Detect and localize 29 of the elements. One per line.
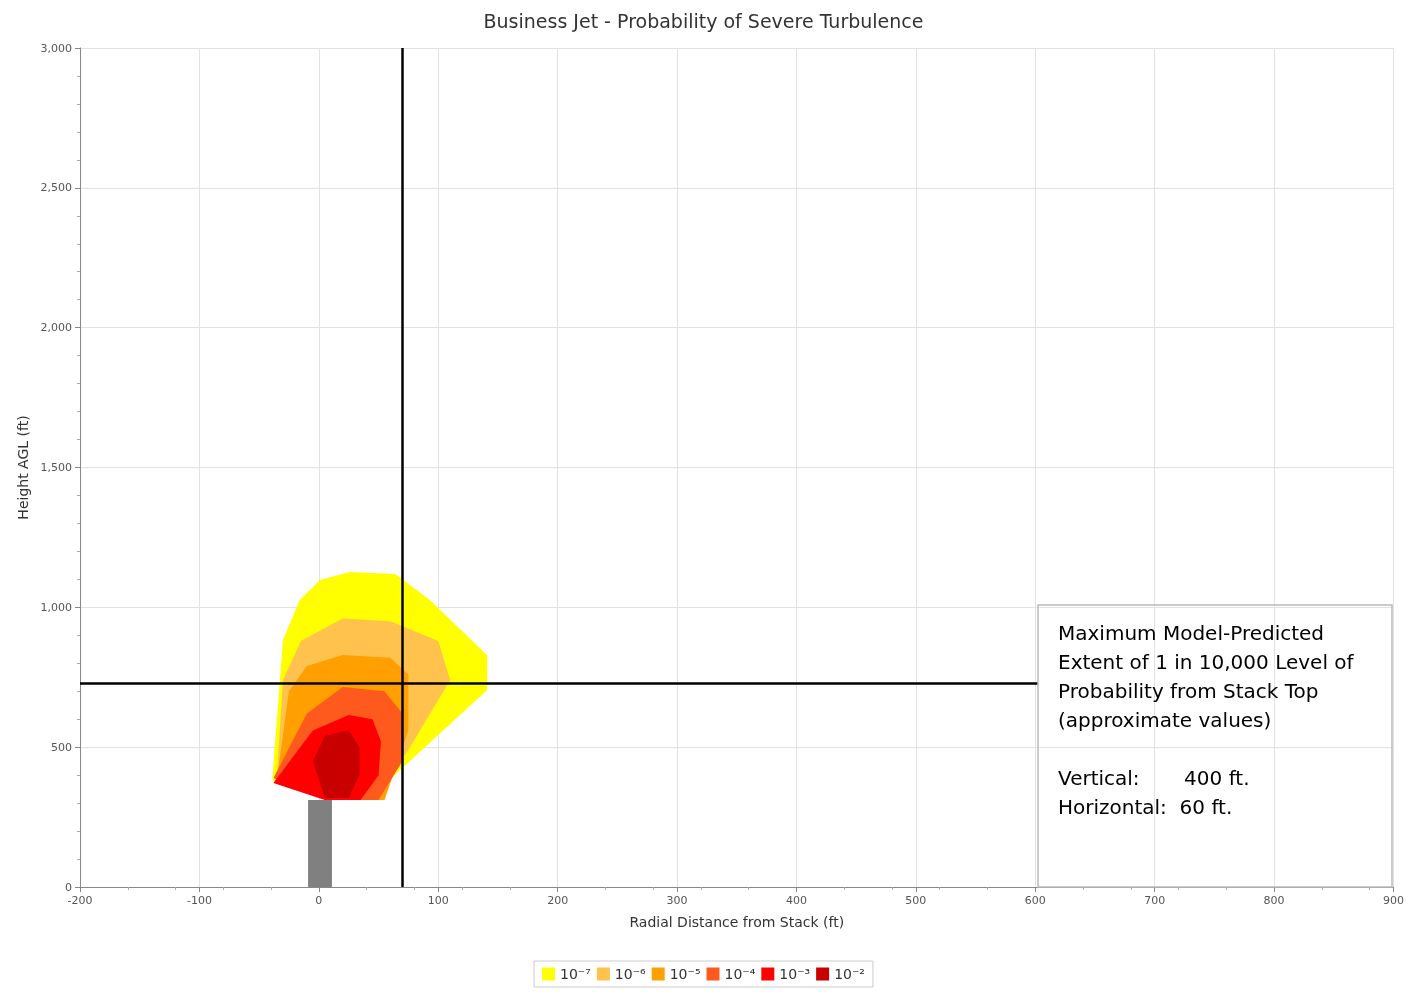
y-axis-title: Height AGL (ft): [14, 415, 31, 520]
legend-label: 10⁻²: [834, 966, 865, 982]
legend-label: 10⁻⁶: [614, 966, 647, 982]
legend-label: 10⁻⁴: [724, 966, 756, 982]
x-tick-label: 200: [547, 894, 569, 907]
x-tick-label: 900: [1383, 894, 1404, 907]
legend-label: 10⁻³: [779, 966, 811, 982]
x-tick-label: 800: [1263, 894, 1285, 907]
legend-label: 10⁻⁷: [560, 966, 591, 982]
x-tick-label: 500: [905, 894, 927, 907]
x-tick-label: 100: [427, 894, 449, 907]
text: Maximum Model-Predicted Extent of 1 in 10,000 Level of Probability from Stack Top (approximate values) Vertical: 400 ft. Horizontal: 60 ft.: [1058, 620, 1354, 819]
y-tick-label: 2,500: [40, 181, 72, 195]
x-tick-label: 0: [315, 894, 323, 907]
y-tick-label: 1,000: [40, 600, 72, 614]
x-tick-label: 700: [1144, 894, 1166, 907]
y-tick-label: 2,000: [40, 321, 72, 335]
x-tick-label: 600: [1024, 894, 1046, 907]
x-tick-label: -200: [67, 894, 93, 907]
y-tick-label: 500: [51, 740, 72, 754]
x-axis-title: Radial Distance from Stack (ft): [629, 914, 845, 930]
y-tick-label: 0: [65, 880, 72, 894]
x-tick-label: 400: [785, 894, 807, 907]
y-tick-label: 1,500: [40, 461, 72, 474]
x-tick-label: -100: [186, 894, 212, 907]
x-tick-label: 300: [666, 894, 688, 907]
legend-label: 10⁻⁵: [669, 966, 701, 982]
y-tick-label: 3,000: [40, 41, 72, 55]
chart-title: Business Jet - Probability of Severe Turbulence: [483, 9, 924, 32]
